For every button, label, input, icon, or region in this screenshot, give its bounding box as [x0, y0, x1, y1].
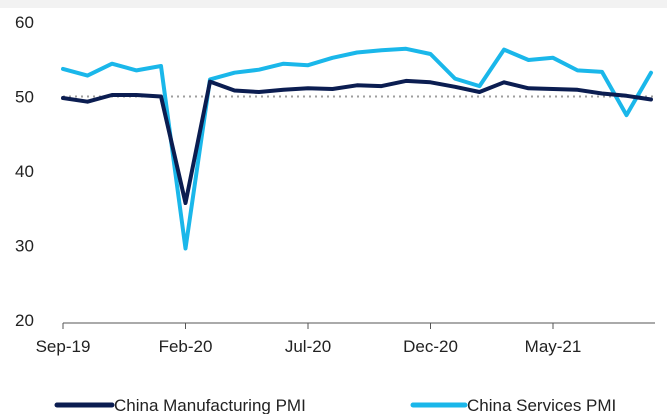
- y-tick-label-60: 60: [15, 13, 34, 32]
- x-tick-label-Dec-20: Dec-20: [403, 337, 458, 356]
- series-line-china-services-pmi: [61, 46, 653, 251]
- y-tick-label-30: 30: [15, 237, 34, 256]
- x-axis: Sep-19 Feb-20 Jul-20 Dec-20 May-21: [36, 322, 655, 356]
- y-axis: 20 30 40 50 60: [15, 13, 34, 330]
- legend: China Manufacturing PMI China Services PM…: [54, 396, 616, 414]
- series-line-china-manufacturing-pmi: [61, 78, 653, 205]
- y-tick-label-40: 40: [15, 162, 34, 181]
- x-tick-label-May-21: May-21: [525, 337, 582, 356]
- x-tick-label-Jul-20: Jul-20: [285, 337, 331, 356]
- x-tick-label-Feb-20: Feb-20: [159, 337, 213, 356]
- plot-background-strip: [0, 0, 667, 8]
- y-tick-label-50: 50: [15, 88, 34, 107]
- legend-label-china-services-pmi: China Services PMI: [467, 396, 616, 414]
- legend-label-china-manufacturing-pmi: China Manufacturing PMI: [114, 396, 306, 414]
- series-layer: [61, 46, 653, 251]
- x-tick-label-Sep-19: Sep-19: [36, 337, 91, 356]
- y-tick-label-20: 20: [15, 311, 34, 330]
